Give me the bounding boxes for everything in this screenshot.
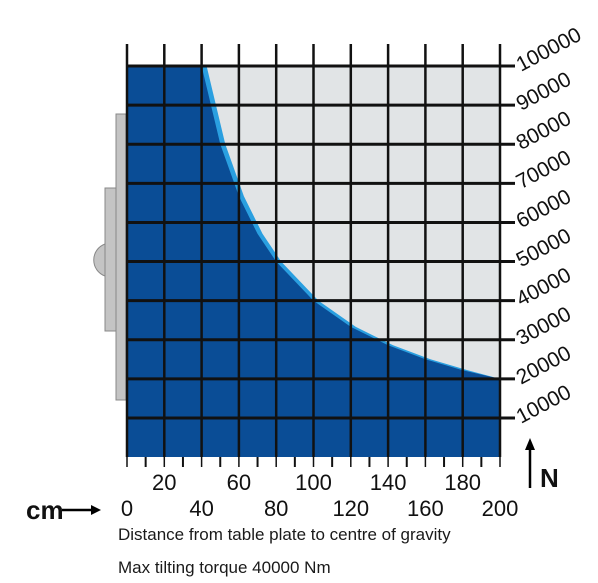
x-axis-title: Distance from table plate to centre of g… [118,525,451,544]
x-tick-label: 100 [295,470,332,495]
x-tick-label: 140 [369,470,407,495]
x-unit-label: cm [26,495,64,525]
x-tick-label: 40 [189,496,214,521]
permissible-load-area [127,66,500,457]
grid-lines [125,44,515,457]
y-unit-label: N [540,463,559,493]
x-tick-label: 180 [444,470,482,495]
plate-bar [115,113,127,401]
x-tick-label: 80 [263,496,289,521]
x-unit-arrow-head [91,505,101,515]
axis-arrows [62,438,535,515]
x-tick-label: 200 [481,496,519,521]
table-plate-fixture-icon [93,113,127,401]
chart-subtitle: Max tilting torque 40000 Nm [118,558,331,577]
plate-hub [104,187,117,332]
plate-knob [93,243,106,277]
x-tick-label: 60 [226,470,252,495]
y-unit-arrow-head [525,438,535,450]
y-tick-label: 100000 [513,23,586,76]
x-tick-label: 0 [120,496,134,521]
x-tick-label: 120 [332,496,370,521]
x-tick-label: 20 [152,470,177,495]
x-tick-label: 160 [407,496,444,521]
y-tick-labels: 1000020000300004000050000600007000080000… [513,23,586,428]
x-tick-marks [126,457,501,467]
